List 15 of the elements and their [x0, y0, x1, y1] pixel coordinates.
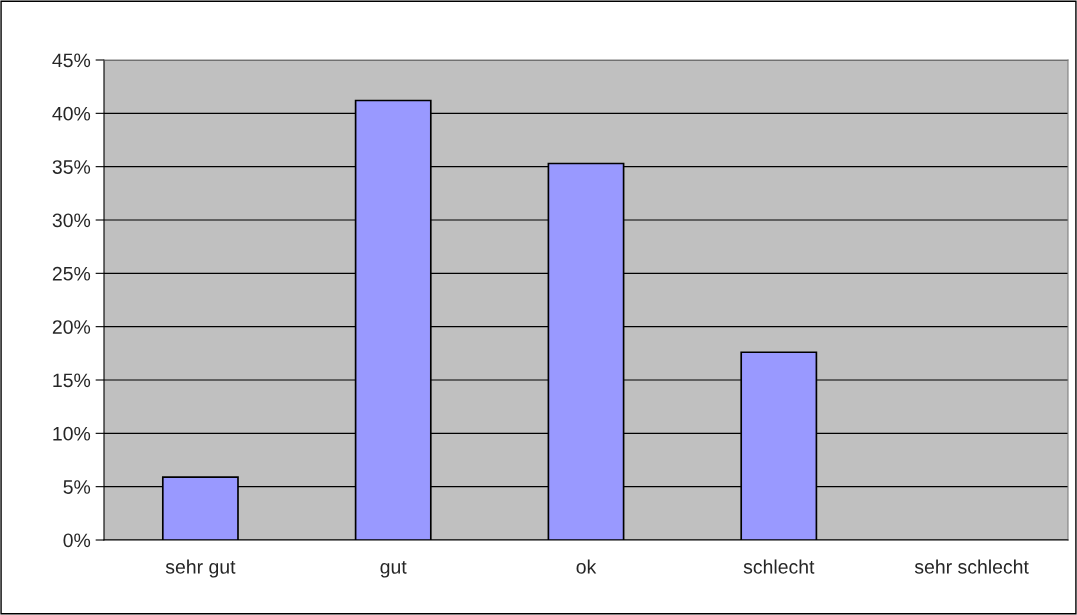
y-tick-label: 0%: [63, 533, 91, 548]
y-tick-label: 25%: [52, 266, 91, 281]
y-tick-label: 40%: [52, 106, 91, 121]
x-tick-label: schlecht: [743, 559, 815, 574]
y-tick-label: 45%: [52, 53, 91, 68]
y-tick-label: 35%: [52, 160, 91, 174]
x-tick-label: sehr gut: [165, 559, 236, 578]
y-tick-label: 5%: [63, 480, 91, 494]
y-tick-label: 10%: [53, 426, 91, 441]
x-tick-label: gut: [380, 560, 407, 578]
y-tick-label: 15%: [53, 373, 91, 388]
x-tick-label: ok: [576, 559, 597, 574]
y-tick-label: 20%: [52, 320, 91, 334]
y-tick-label: 30%: [52, 213, 91, 228]
x-tick-label: sehr schlecht: [914, 559, 1029, 574]
